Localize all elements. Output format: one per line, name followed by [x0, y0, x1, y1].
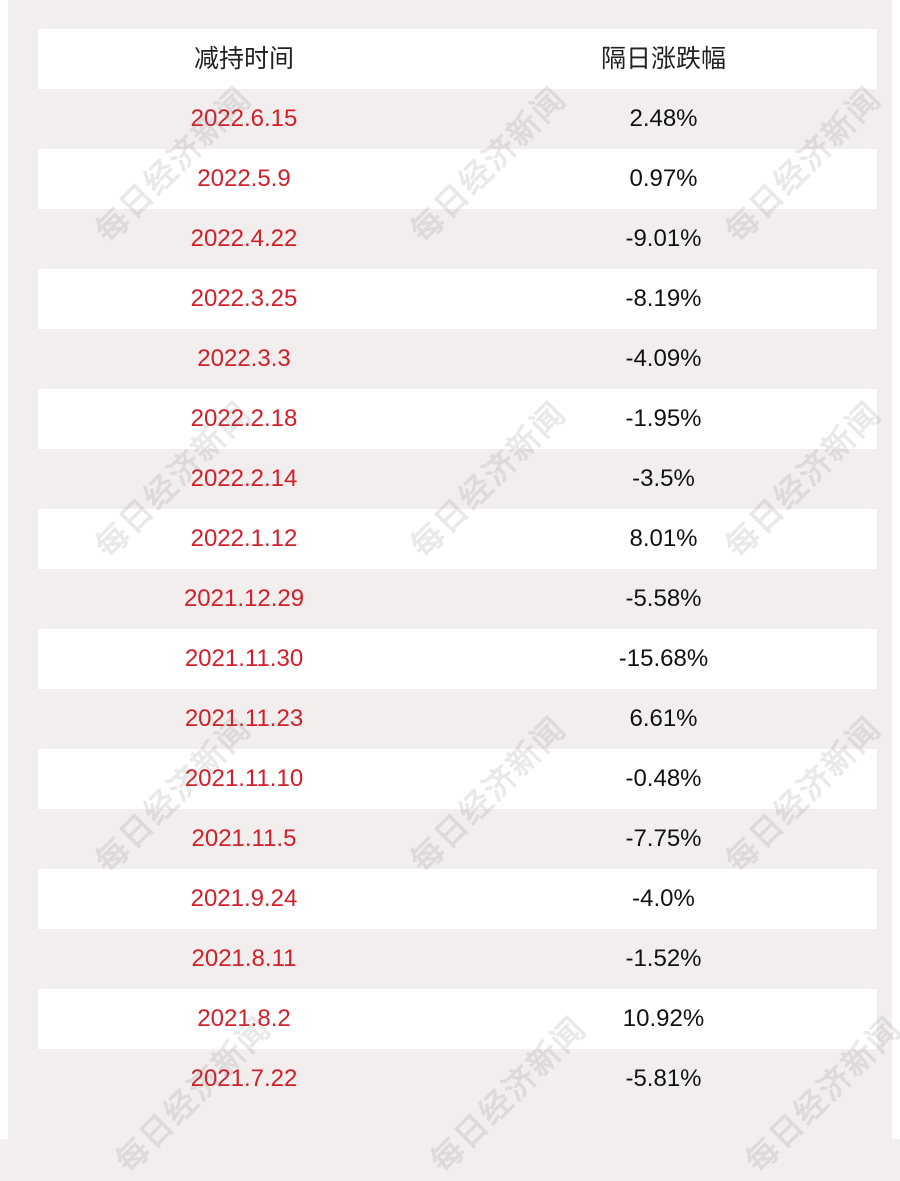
table-row: 2021.8.11 -1.52% — [38, 929, 877, 989]
table-header-row: 减持时间 隔日涨跌幅 — [38, 29, 877, 89]
holding-reduction-table: 减持时间 隔日涨跌幅 2022.6.15 2.48% 2022.5.9 0.97… — [38, 29, 877, 1109]
change-cell: 6.61% — [629, 705, 698, 732]
change-cell: -4.0% — [632, 885, 695, 912]
date-cell: 2021.11.5 — [191, 825, 297, 852]
table-row: 2022.4.22 -9.01% — [38, 209, 877, 269]
date-cell: 2021.8.2 — [197, 1005, 291, 1032]
date-cell: 2021.8.11 — [191, 945, 297, 972]
change-cell: -5.58% — [625, 585, 702, 612]
change-cell: -1.52% — [625, 945, 702, 972]
date-cell: 2022.2.18 — [190, 405, 298, 432]
page-left-edge — [0, 0, 8, 1139]
table-row: 2021.9.24 -4.0% — [38, 869, 877, 929]
table-row: 2021.11.30 -15.68% — [38, 629, 877, 689]
date-cell: 2021.11.10 — [184, 765, 304, 792]
table-row: 2021.7.22 -5.81% — [38, 1049, 877, 1109]
change-cell: -5.81% — [625, 1065, 702, 1092]
date-cell: 2021.7.22 — [190, 1065, 298, 1092]
header-date: 减持时间 — [193, 45, 294, 73]
table-row: 2022.2.18 -1.95% — [38, 389, 877, 449]
change-cell: -7.75% — [625, 825, 702, 852]
change-cell: -1.95% — [625, 405, 702, 432]
table-row: 2022.5.9 0.97% — [38, 149, 877, 209]
change-cell: -9.01% — [625, 225, 702, 252]
change-cell: -15.68% — [618, 645, 709, 672]
table-row: 2021.8.2 10.92% — [38, 989, 877, 1049]
table-row: 2021.11.23 6.61% — [38, 689, 877, 749]
date-cell: 2021.11.30 — [184, 645, 304, 672]
date-cell: 2022.1.12 — [190, 525, 298, 552]
change-cell: 10.92% — [622, 1005, 705, 1032]
date-cell: 2021.12.29 — [183, 585, 305, 612]
change-cell: 2.48% — [629, 105, 698, 132]
change-cell: -3.5% — [632, 465, 695, 492]
table-row: 2021.11.10 -0.48% — [38, 749, 877, 809]
change-cell: -4.09% — [625, 345, 702, 372]
date-cell: 2021.9.24 — [190, 885, 298, 912]
date-cell: 2022.6.15 — [190, 105, 298, 132]
table-row: 2022.3.25 -8.19% — [38, 269, 877, 329]
change-cell: -8.19% — [625, 285, 702, 312]
change-cell: -0.48% — [625, 765, 702, 792]
table-row: 2022.6.15 2.48% — [38, 89, 877, 149]
table-row: 2022.1.12 8.01% — [38, 509, 877, 569]
change-cell: 0.97% — [629, 165, 698, 192]
table-row: 2022.3.3 -4.09% — [38, 329, 877, 389]
table-row: 2022.2.14 -3.5% — [38, 449, 877, 509]
table-row: 2021.11.5 -7.75% — [38, 809, 877, 869]
date-cell: 2022.4.22 — [190, 225, 298, 252]
page-right-edge — [892, 0, 900, 1139]
header-change: 隔日涨跌幅 — [600, 45, 726, 73]
date-cell: 2022.5.9 — [197, 165, 291, 192]
date-cell: 2021.11.23 — [184, 705, 304, 732]
change-cell: 8.01% — [629, 525, 698, 552]
date-cell: 2022.2.14 — [190, 465, 298, 492]
date-cell: 2022.3.25 — [190, 285, 298, 312]
table-row: 2021.12.29 -5.58% — [38, 569, 877, 629]
date-cell: 2022.3.3 — [197, 345, 291, 372]
